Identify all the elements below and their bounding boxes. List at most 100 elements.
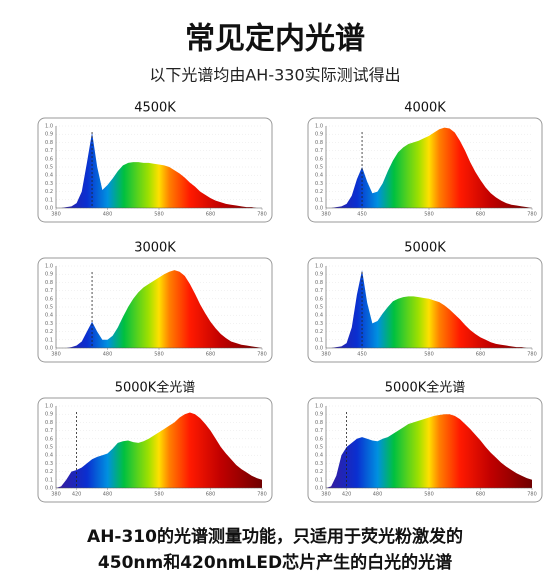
x-tick-label: 780 <box>257 492 267 498</box>
y-tick-label: 1.0 <box>45 404 53 410</box>
y-tick-label: 0.9 <box>45 412 53 418</box>
y-tick-label: 0.3 <box>315 461 323 467</box>
y-tick-label: 0.1 <box>45 197 53 203</box>
y-tick-label: 0.4 <box>315 453 323 459</box>
spectrum-area <box>326 270 532 348</box>
y-tick-label: 0.8 <box>45 280 53 286</box>
y-tick-label: 0.7 <box>45 148 53 154</box>
x-tick-label: 480 <box>103 212 113 218</box>
x-tick-label: 380 <box>321 212 331 218</box>
x-tick-label: 680 <box>206 212 216 218</box>
y-tick-label: 0.4 <box>315 173 323 179</box>
y-tick-label: 0.5 <box>45 445 53 451</box>
y-tick-label: 0.2 <box>315 189 323 195</box>
spectrum-area <box>326 414 532 488</box>
y-tick-label: 0.4 <box>45 453 53 459</box>
y-tick-label: 0.0 <box>315 346 323 352</box>
y-tick-label: 1.0 <box>315 264 323 270</box>
y-tick-label: 0.2 <box>315 329 323 335</box>
x-tick-label: 680 <box>206 492 216 498</box>
y-tick-label: 0.1 <box>315 337 323 343</box>
y-tick-label: 0.7 <box>315 148 323 154</box>
y-tick-label: 1.0 <box>45 264 53 270</box>
x-tick-label: 780 <box>527 492 537 498</box>
y-tick-label: 0.1 <box>315 197 323 203</box>
y-tick-label: 0.4 <box>315 313 323 319</box>
x-tick-label: 580 <box>154 352 164 358</box>
x-tick-label: 480 <box>103 492 113 498</box>
y-tick-label: 0.5 <box>45 305 53 311</box>
y-tick-label: 0.2 <box>45 329 53 335</box>
y-tick-label: 0.2 <box>45 189 53 195</box>
y-tick-label: 0.2 <box>45 469 53 475</box>
x-tick-label: 680 <box>476 492 486 498</box>
y-tick-label: 0.9 <box>315 132 323 138</box>
y-tick-label: 0.6 <box>45 296 53 302</box>
y-tick-label: 0.0 <box>45 486 53 492</box>
x-tick-label: 680 <box>476 212 486 218</box>
x-tick-label: 580 <box>424 352 434 358</box>
y-tick-label: 0.5 <box>315 305 323 311</box>
spectrum-area <box>56 132 262 208</box>
y-tick-label: 0.3 <box>315 321 323 327</box>
y-tick-label: 0.0 <box>45 346 53 352</box>
y-tick-label: 0.5 <box>315 445 323 451</box>
y-tick-label: 0.3 <box>45 461 53 467</box>
y-tick-label: 0.9 <box>45 132 53 138</box>
chart-title: 5000K全光谱 <box>115 380 196 396</box>
x-tick-label: 680 <box>476 352 486 358</box>
y-tick-label: 0.0 <box>45 206 53 212</box>
y-tick-label: 0.1 <box>45 477 53 483</box>
x-tick-label: 480 <box>103 352 113 358</box>
subtitle: 以下光谱均由AH-330实际测试得出 <box>149 66 400 85</box>
x-tick-label: 780 <box>257 212 267 218</box>
x-tick-label: 450 <box>357 352 367 358</box>
y-tick-label: 0.3 <box>45 321 53 327</box>
footer-line: AH-310的光谱测量功能，只适用于荧光粉激发的 <box>87 526 463 547</box>
y-tick-label: 0.4 <box>45 313 53 319</box>
x-tick-label: 380 <box>321 492 331 498</box>
title: 常见定内光谱 <box>185 22 365 57</box>
x-tick-label: 380 <box>51 352 61 358</box>
y-tick-label: 0.7 <box>45 288 53 294</box>
y-tick-label: 0.4 <box>45 173 53 179</box>
y-tick-label: 0.5 <box>45 165 53 171</box>
y-tick-label: 0.8 <box>315 280 323 286</box>
x-tick-label: 780 <box>527 352 537 358</box>
y-tick-label: 1.0 <box>45 124 53 130</box>
y-tick-label: 0.9 <box>315 412 323 418</box>
y-tick-label: 0.8 <box>45 140 53 146</box>
spectrum-area <box>56 270 262 348</box>
y-tick-label: 0.6 <box>45 436 53 442</box>
y-tick-label: 1.0 <box>315 124 323 130</box>
chart-title: 5000K <box>404 241 446 256</box>
y-tick-label: 0.8 <box>45 420 53 426</box>
x-tick-label: 420 <box>72 492 82 498</box>
y-tick-label: 0.8 <box>315 420 323 426</box>
y-tick-label: 0.1 <box>45 337 53 343</box>
y-tick-label: 0.5 <box>315 165 323 171</box>
x-tick-label: 420 <box>342 492 352 498</box>
y-tick-label: 0.7 <box>45 428 53 434</box>
chart-title: 4000K <box>404 101 446 116</box>
y-tick-label: 1.0 <box>315 404 323 410</box>
y-tick-label: 0.6 <box>315 156 323 162</box>
x-tick-label: 480 <box>373 492 383 498</box>
x-tick-label: 380 <box>321 352 331 358</box>
y-tick-label: 0.2 <box>315 469 323 475</box>
chart-title: 5000K全光谱 <box>385 380 466 396</box>
spectrum-area <box>326 127 532 208</box>
y-tick-label: 0.6 <box>315 296 323 302</box>
y-tick-label: 0.6 <box>315 436 323 442</box>
y-tick-label: 0.7 <box>315 288 323 294</box>
y-tick-label: 0.8 <box>315 140 323 146</box>
x-tick-label: 580 <box>424 492 434 498</box>
y-tick-label: 0.3 <box>45 181 53 187</box>
y-tick-label: 0.9 <box>315 272 323 278</box>
y-tick-label: 0.6 <box>45 156 53 162</box>
y-tick-label: 0.0 <box>315 206 323 212</box>
x-tick-label: 380 <box>51 492 61 498</box>
charts: 4500K 0.0 0.1 0.2 0.3 0.4 0.5 0.6 0.7 0.8 0.9 1.0 38… <box>37 101 543 503</box>
